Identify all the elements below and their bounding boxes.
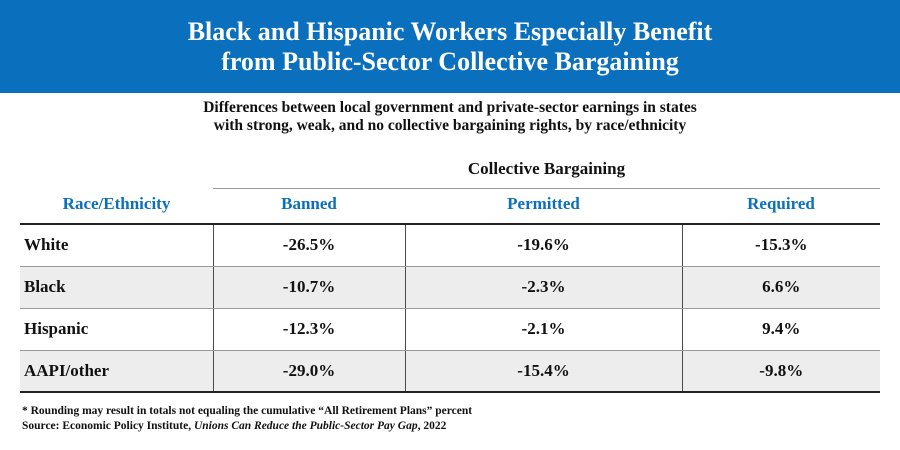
cell-value: -12.3%	[213, 308, 406, 351]
table-row: White -26.5% -19.6% -15.3%	[20, 223, 880, 267]
column-header-banned: Banned	[281, 194, 337, 213]
chart-title-line-2: from Public-Sector Collective Bargaining	[221, 46, 679, 76]
cell-value: -10.7%	[213, 266, 406, 309]
subtitle-line-2: with strong, weak, and no collective bar…	[213, 117, 687, 134]
source-prefix: Source: Economic Policy Institute,	[22, 420, 194, 432]
chart-title-line-1: Black and Hispanic Workers Especially Be…	[187, 16, 713, 46]
title-banner: Black and Hispanic Workers Especially Be…	[0, 0, 900, 93]
cell-value: -29.0%	[213, 350, 406, 393]
row-label: Hispanic	[20, 308, 214, 351]
table-row: AAPI/other -29.0% -15.4% -9.8%	[20, 350, 880, 393]
cell-value: -26.5%	[213, 223, 406, 267]
column-header-permitted: Permitted	[507, 194, 580, 213]
cell-value: 9.4%	[682, 308, 880, 351]
row-label: White	[20, 223, 214, 267]
column-header-required: Required	[747, 194, 815, 213]
group-header: Collective Bargaining	[467, 159, 626, 178]
source-suffix: , 2022	[417, 420, 447, 432]
cell-value: -15.4%	[405, 350, 683, 393]
cell-value: -19.6%	[405, 223, 683, 267]
cell-value: -15.3%	[682, 223, 880, 267]
footnote: * Rounding may result in totals not equa…	[22, 405, 473, 417]
cell-value: -2.1%	[405, 308, 683, 351]
row-label: AAPI/other	[20, 350, 214, 393]
cell-value: 6.6%	[682, 266, 880, 309]
cell-value: -2.3%	[405, 266, 683, 309]
cell-value: -9.8%	[682, 350, 880, 393]
row-header: Race/Ethnicity	[62, 194, 171, 213]
subtitle-line-1: Differences between local government and…	[203, 99, 697, 116]
table-row: Black -10.7% -2.3% 6.6%	[20, 266, 880, 309]
row-label: Black	[20, 266, 214, 309]
data-table: White -26.5% -19.6% -15.3% Black -10.7% …	[20, 223, 880, 393]
group-header-rule	[213, 188, 880, 189]
source-title: Unions Can Reduce the Public-Sector Pay …	[193, 420, 418, 432]
table-row: Hispanic -12.3% -2.1% 9.4%	[20, 308, 880, 351]
chart-subtitle: Differences between local government and…	[0, 99, 900, 135]
source-note: Source: Economic Policy Institute, Union…	[22, 419, 446, 433]
